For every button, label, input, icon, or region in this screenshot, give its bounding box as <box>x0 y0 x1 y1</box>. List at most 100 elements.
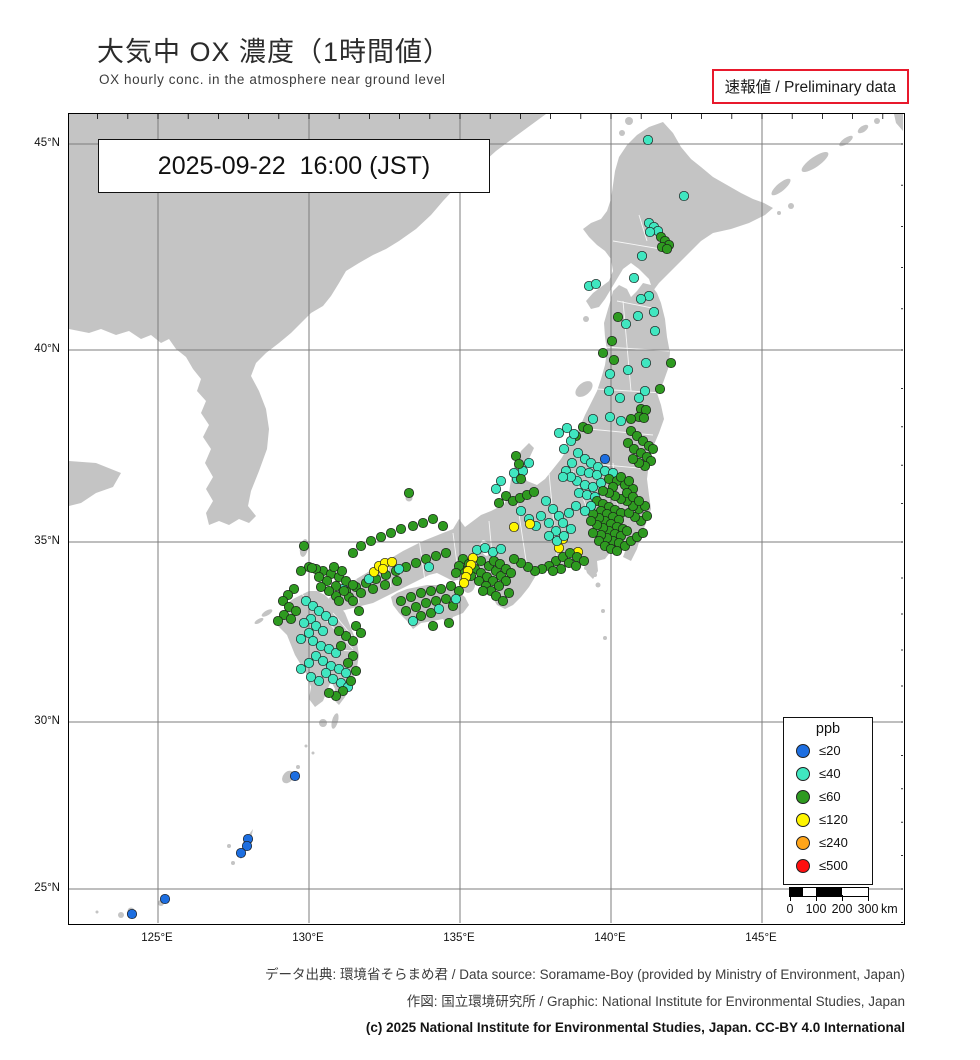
lat-tick-label: 40°N <box>34 343 60 355</box>
station-dot <box>606 335 618 347</box>
station-dot <box>305 671 317 683</box>
station-dot <box>440 547 452 559</box>
station-dot <box>391 575 403 587</box>
station-dot <box>508 553 520 565</box>
station-dot <box>367 583 379 595</box>
scale-bar-tick <box>868 895 869 901</box>
station-dot <box>295 633 307 645</box>
station-dot <box>300 595 312 607</box>
legend-swatch <box>796 812 810 827</box>
station-dot <box>375 531 387 543</box>
station-dot <box>425 585 437 597</box>
scale-bar-segment <box>803 888 816 896</box>
station-dot <box>505 567 517 579</box>
station-dot <box>295 663 307 675</box>
station-dot <box>508 521 520 533</box>
stations-layer <box>126 134 690 920</box>
station-dot <box>410 557 422 569</box>
station-dot <box>513 458 525 470</box>
legend-label: ≤20 <box>819 743 841 758</box>
station-dot <box>604 368 616 380</box>
station-dot <box>328 561 340 573</box>
station-dot <box>493 497 505 509</box>
lat-tick-label: 30°N <box>34 715 60 727</box>
station-dot <box>587 413 599 425</box>
legend-items: ≤20 ≤40 ≤60 ≤120 ≤240 ≤500 <box>784 739 872 877</box>
station-dot <box>410 601 422 613</box>
station-dot <box>313 675 325 687</box>
station-dot <box>623 475 635 487</box>
station-dot <box>425 607 437 619</box>
station-dot <box>590 278 602 290</box>
station-dot <box>333 595 345 607</box>
station-dot <box>407 615 419 627</box>
legend-label: ≤500 <box>819 858 848 873</box>
station-dot <box>570 500 582 512</box>
station-dot <box>317 625 329 637</box>
station-dot <box>543 530 555 542</box>
station-dot <box>678 190 690 202</box>
station-dot <box>599 453 611 465</box>
station-dot <box>614 392 626 404</box>
station-dot <box>495 543 507 555</box>
station-dot <box>497 595 509 607</box>
legend-entry: ≤20 <box>784 739 872 762</box>
station-dot <box>385 527 397 539</box>
station-dot <box>350 665 362 677</box>
station-dot <box>495 475 507 487</box>
legend-entry: ≤120 <box>784 808 872 831</box>
legend-entry: ≤500 <box>784 854 872 877</box>
station-dot <box>648 306 660 318</box>
station-dot <box>450 567 462 579</box>
station-dot <box>415 610 427 622</box>
lon-tick-label: 145°E <box>745 932 777 944</box>
station-dot <box>515 505 527 517</box>
station-dot <box>435 583 447 595</box>
scale-bar-number: 0 <box>786 902 794 916</box>
station-dot <box>285 613 297 625</box>
station-dot <box>503 587 515 599</box>
legend-swatch <box>796 835 810 850</box>
station-dot <box>647 443 659 455</box>
station-dot <box>642 134 654 146</box>
station-dot <box>365 535 377 547</box>
station-dot <box>557 517 569 529</box>
station-dot <box>315 581 327 593</box>
station-dot <box>303 627 315 639</box>
timestamp-box: 2025-09-22 16:00 (JST) <box>98 139 490 193</box>
station-dot <box>417 517 429 529</box>
lat-tick-label: 35°N <box>34 535 60 547</box>
station-dot <box>479 542 491 554</box>
station-dot <box>403 487 415 499</box>
station-dot <box>622 437 634 449</box>
legend-entry: ≤240 <box>784 831 872 854</box>
station-dot <box>298 617 310 629</box>
station-dot <box>320 667 332 679</box>
station-dot <box>323 585 335 597</box>
station-dot <box>336 565 348 577</box>
station-dot <box>288 583 300 595</box>
preliminary-data-badge: 速報値 / Preliminary data <box>711 69 909 104</box>
station-dot <box>377 563 389 575</box>
station-dot <box>235 847 247 859</box>
station-dot <box>579 505 591 517</box>
station-dot <box>433 603 445 615</box>
station-dot <box>568 428 580 440</box>
station-dot <box>306 562 318 574</box>
station-dot <box>557 471 569 483</box>
station-dot <box>604 411 616 423</box>
station-dot <box>565 523 577 535</box>
station-dot <box>508 467 520 479</box>
station-dot <box>540 495 552 507</box>
station-dot <box>628 272 640 284</box>
station-dot <box>500 490 512 502</box>
station-dot <box>295 565 307 577</box>
station-dot <box>550 525 562 537</box>
legend-swatch <box>796 858 810 873</box>
station-dot <box>320 610 332 622</box>
station-dot <box>340 667 352 679</box>
station-dot <box>636 250 648 262</box>
station-dot <box>612 311 624 323</box>
station-dot <box>379 579 391 591</box>
legend-label: ≤60 <box>819 789 841 804</box>
